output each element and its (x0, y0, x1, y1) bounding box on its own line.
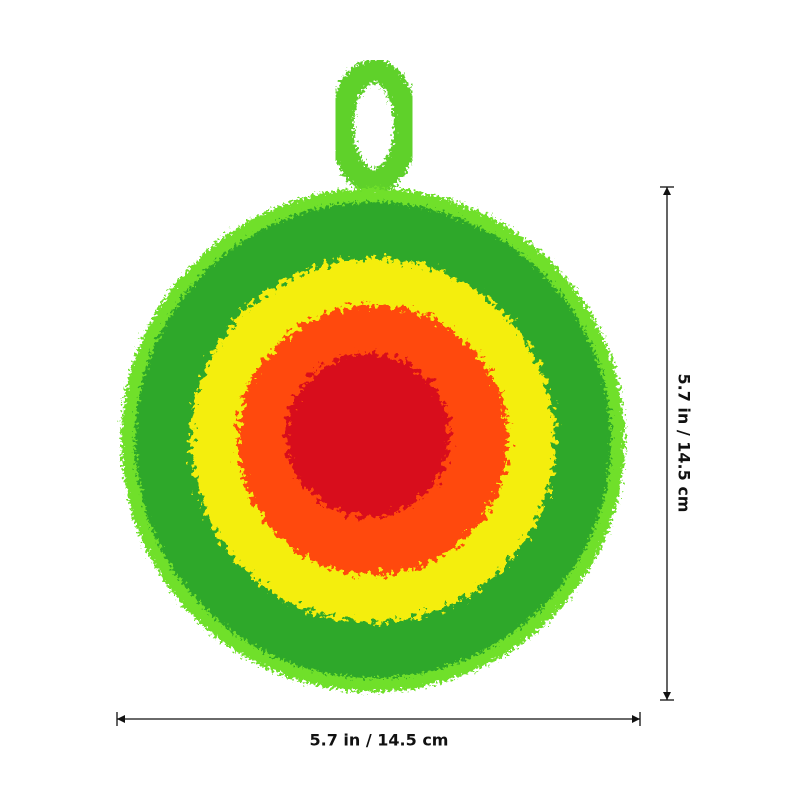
scrubber (121, 59, 625, 692)
width-dimension: 5.7 in / 14.5 cm (116, 712, 641, 750)
height-label: 5.7 in / 14.5 cm (675, 374, 694, 513)
red-center (286, 353, 450, 517)
width-label: 5.7 in / 14.5 cm (310, 731, 449, 750)
height-dimension: 5.7 in / 14.5 cm (660, 186, 694, 701)
hanging-loop (330, 59, 418, 193)
